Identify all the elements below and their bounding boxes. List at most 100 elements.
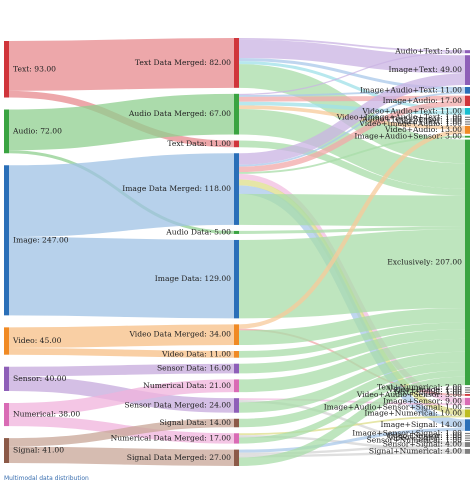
node-label: Text+Signal: 1.00 [393, 387, 462, 396]
node-label: Audio Data: 5.00 [165, 227, 231, 236]
flow-link [238, 427, 466, 453]
node-bar [4, 402, 9, 427]
node-bar [465, 435, 470, 437]
flow-link [238, 90, 466, 97]
node-bar [465, 407, 470, 409]
node-label: Video+Audio: 13.00 [384, 125, 462, 134]
node-label: Signal Data Merged: 27.00 [127, 453, 231, 462]
node-bar [234, 418, 239, 428]
node-bar [234, 398, 239, 413]
node-label: Image: 247.00 [13, 235, 69, 244]
node-bar [465, 139, 470, 386]
node-label: Video+Image+Audio: 1.00 [358, 119, 462, 128]
node-bar [465, 123, 470, 125]
node-bar [465, 389, 470, 391]
flow-link [8, 446, 235, 467]
flow-link [238, 101, 466, 115]
flow-link [238, 370, 466, 444]
node-bar [465, 95, 470, 107]
node-label: Image Data: 129.00 [155, 274, 231, 283]
flow-link [238, 193, 466, 227]
node-bar [4, 366, 9, 391]
node-label: Image+Audio+Text: 11.00 [360, 85, 462, 94]
node-bar [234, 239, 239, 319]
flow-link [8, 93, 235, 151]
node-bar [234, 379, 239, 393]
node-bar [465, 50, 470, 54]
node-label: Video+Audio+Text: 11.00 [361, 106, 462, 115]
node-label: Signal: 41.00 [13, 446, 64, 455]
node-label: Video Data Merged: 34.00 [128, 330, 231, 339]
flow-link [238, 129, 466, 329]
node-bar [234, 93, 239, 135]
node-label: Sensor+Signal: 4.00 [383, 440, 462, 449]
node-bar [465, 387, 470, 389]
node-bar [465, 394, 470, 396]
flow-link [238, 229, 466, 319]
node-label: Video+Text: 1.00 [395, 117, 462, 126]
node-bar [465, 419, 470, 431]
node-label: Video+Image: 1.00 [387, 385, 462, 394]
node-bar [4, 327, 9, 355]
figure-caption: Multimodal data distribution [4, 475, 89, 482]
flow-link [238, 100, 466, 173]
node-label: Sensor+Numerical: 1.00 [367, 435, 463, 444]
nodes-layer: Text: 93.00 Audio: 72.00 Image: 247.00 Vide… [4, 38, 470, 466]
node-bar [234, 449, 239, 466]
node-bar [234, 324, 239, 346]
node-label: Audio: 72.00 [12, 126, 62, 135]
node-label: Image+Signal: 14.00 [381, 420, 463, 429]
node-label: Sensor Data: 16.00 [157, 364, 231, 373]
flow-link [238, 51, 466, 96]
node-bar [234, 363, 239, 374]
node-bar [465, 439, 470, 441]
flow-link [8, 348, 235, 358]
flow-link [238, 38, 466, 52]
flow-link [238, 351, 466, 413]
node-label: Video+Audio+Sensor: 3.00 [356, 390, 462, 399]
node-bar [4, 165, 9, 316]
node-bar [465, 116, 470, 118]
node-label: Video: 45.00 [12, 336, 62, 345]
node-bar [465, 391, 470, 393]
node-label: Image+Sensor+Signal: 1.00 [352, 428, 462, 437]
node-label: Video+Image+Audio+Text: 1.00 [336, 112, 462, 121]
flow-link [8, 153, 235, 237]
node-bar [465, 135, 470, 138]
flow-link [238, 73, 466, 165]
flow-link [238, 109, 466, 189]
node-label: Video+Sensor: 1.00 [384, 431, 462, 440]
node-label: Image+Sensor: 9.00 [383, 396, 462, 405]
node-bar [465, 86, 470, 94]
flow-link [238, 376, 466, 467]
node-bar [465, 118, 470, 121]
flow-link [238, 307, 466, 346]
node-label: Image+Audio: 17.00 [383, 96, 463, 105]
node-bar [4, 438, 9, 463]
node-label: Audio+Text: 5.00 [394, 47, 462, 56]
node-bar [234, 153, 239, 225]
node-bar [234, 140, 239, 148]
node-label: Video+Signal: 1.00 [387, 433, 462, 442]
node-bar [234, 433, 239, 444]
flow-link [8, 379, 235, 416]
flow-link [238, 329, 466, 374]
flow-link [238, 91, 466, 167]
node-label: Sensor Data Merged: 24.00 [124, 400, 231, 409]
flow-link [8, 236, 235, 319]
flow-link [238, 39, 466, 74]
node-label: Text Data Merged: 82.00 [135, 58, 231, 67]
flow-link [238, 398, 466, 406]
node-label: Video Data: 11.00 [161, 349, 231, 358]
node-bar [465, 437, 470, 439]
node-label: Exclusively: 207.00 [387, 257, 462, 266]
node-label: Signal+Numerical: 4.00 [369, 446, 462, 455]
node-bar [465, 409, 470, 418]
node-label: Text+Numerical: 2.00 [377, 383, 462, 392]
flow-link [238, 140, 466, 196]
node-bar [4, 109, 9, 154]
node-label: Sensor: 40.00 [13, 374, 67, 383]
node-label: Numerical Data Merged: 17.00 [111, 433, 232, 442]
node-label: Audio+Text+Sensor: 1.00 [361, 115, 462, 124]
